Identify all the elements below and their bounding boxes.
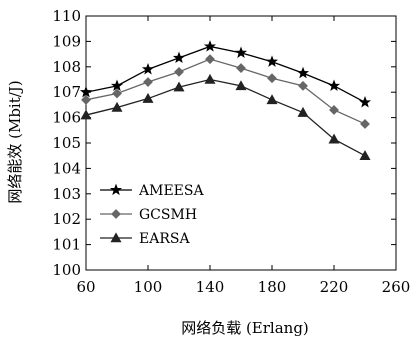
legend-marker	[111, 209, 121, 219]
x-tick-label: 100	[134, 278, 163, 296]
legend: AMEESA GCSMH EARSA	[100, 183, 204, 247]
series-earsa	[80, 73, 371, 160]
series-layer	[79, 40, 372, 160]
data-point	[81, 94, 91, 105]
y-axis-ticks: 100 101 102 103 104 105 106 107 108 109 110	[52, 7, 396, 279]
x-axis-label: 网络负载 (Erlang)	[181, 319, 309, 337]
series-line	[85, 78, 366, 157]
data-point	[266, 94, 278, 105]
x-tick-label: 180	[258, 278, 287, 296]
data-point	[297, 106, 309, 117]
x-tick-label: 140	[196, 278, 225, 296]
y-tick-label: 109	[52, 32, 81, 50]
y-tick-label: 108	[52, 58, 81, 76]
y-tick-label: 100	[52, 261, 81, 279]
legend-label: EARSA	[139, 231, 190, 247]
data-point	[328, 133, 340, 144]
series-line	[85, 45, 366, 103]
data-point	[143, 77, 153, 87]
legend-marker	[109, 183, 123, 196]
data-point	[205, 54, 215, 65]
data-point	[80, 109, 92, 120]
y-tick-label: 101	[52, 236, 81, 254]
data-point	[173, 81, 185, 92]
data-point	[204, 73, 216, 84]
y-tick-label: 102	[52, 210, 81, 228]
x-tick-label: 260	[382, 278, 410, 296]
data-point	[360, 119, 370, 129]
data-point	[111, 101, 123, 112]
data-point	[267, 73, 277, 84]
series-gcsmh	[81, 54, 370, 129]
data-point	[327, 79, 341, 91]
data-point	[235, 80, 247, 91]
data-point	[110, 79, 124, 91]
series-ameesa	[79, 40, 372, 108]
y-tick-label: 104	[52, 159, 81, 177]
y-tick-label: 110	[52, 7, 81, 25]
legend-item: GCSMH	[100, 207, 197, 223]
y-tick-label: 103	[52, 185, 81, 203]
y-tick-label: 107	[52, 83, 81, 101]
data-point	[265, 55, 279, 67]
y-tick-label: 106	[52, 109, 81, 127]
data-point	[112, 88, 122, 99]
data-point	[203, 40, 217, 52]
data-point	[358, 95, 372, 108]
data-point	[172, 51, 186, 64]
y-axis-label: 网络能效 (Mbit/J)	[6, 80, 24, 203]
legend-item: AMEESA	[100, 183, 204, 199]
data-point	[79, 85, 93, 98]
data-point	[298, 80, 308, 91]
data-point	[359, 150, 371, 160]
legend-marker	[110, 232, 122, 243]
data-point	[296, 66, 310, 79]
x-axis-ticks: 60 100 140 180 220 260	[76, 16, 410, 296]
x-tick-label: 220	[320, 278, 349, 296]
data-point	[234, 46, 248, 58]
legend-item: EARSA	[100, 231, 190, 247]
data-point	[236, 63, 246, 73]
series-line	[85, 58, 366, 125]
y-tick-label: 105	[52, 134, 81, 152]
legend-label: GCSMH	[139, 207, 197, 223]
legend-label: AMEESA	[138, 183, 204, 199]
data-point	[174, 66, 184, 77]
data-point	[142, 92, 154, 103]
x-tick-label: 60	[76, 278, 95, 296]
data-point	[329, 105, 339, 115]
data-point	[141, 62, 155, 75]
